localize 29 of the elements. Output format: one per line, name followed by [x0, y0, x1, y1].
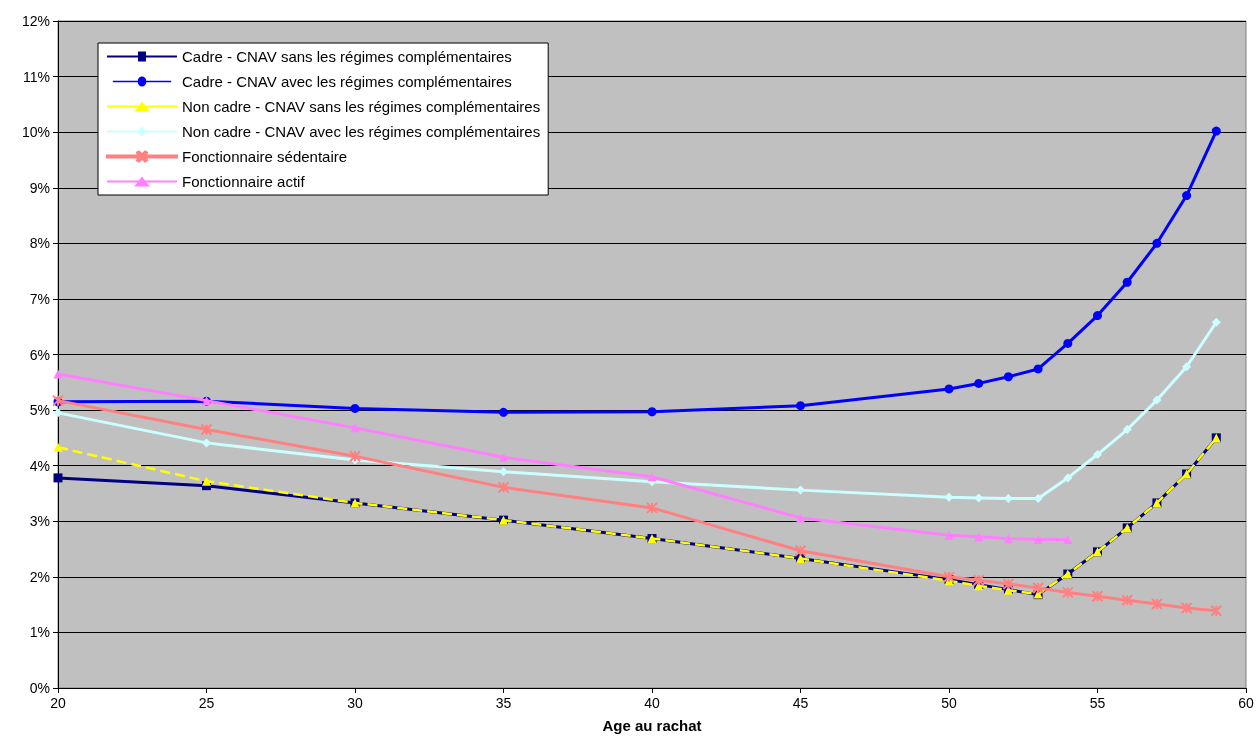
- legend-label: Fonctionnaire sédentaire: [182, 148, 348, 165]
- y-tick-label: 10%: [21, 124, 50, 141]
- y-tick-label: 7%: [29, 290, 50, 307]
- y-tick-label: 1%: [29, 624, 50, 641]
- y-tick-label: 2%: [29, 568, 50, 585]
- y-tick-label: 6%: [29, 346, 50, 363]
- x-tick-label: 35: [495, 695, 512, 711]
- legend-label: Cadre - CNAV sans les régimes complémentaires: [182, 48, 512, 65]
- y-tick-label: 0%: [29, 680, 50, 696]
- y-tick-label: 9%: [29, 179, 50, 196]
- y-tick-label: 5%: [29, 402, 50, 419]
- legend-label: Non cadre - CNAV avec les régimes complémentaires: [182, 123, 541, 140]
- legend-label: Non cadre - CNAV sans les régimes complémentaires: [182, 98, 541, 115]
- x-tick-label: 60: [1238, 695, 1254, 711]
- x-tick-label: 45: [792, 695, 809, 711]
- y-tick-label: 4%: [29, 457, 50, 474]
- x-tick-label: 20: [50, 695, 66, 711]
- legend-label: Fonctionnaire actif: [182, 173, 306, 190]
- y-tick-label: 11%: [23, 68, 50, 85]
- y-tick-label: 8%: [29, 235, 50, 252]
- y-tick-label: 12%: [21, 13, 50, 29]
- x-tick-label: 40: [644, 695, 660, 711]
- x-tick-label: 50: [941, 695, 957, 711]
- x-tick-label: 55: [1089, 695, 1106, 711]
- y-tick-label: 3%: [29, 513, 50, 530]
- legend-label: Cadre - CNAV avec les régimes complémentaires: [182, 73, 512, 90]
- x-tick-label: 30: [347, 695, 363, 711]
- x-tick-label: 25: [198, 695, 215, 711]
- x-axis-title: Age au rachat: [602, 717, 702, 734]
